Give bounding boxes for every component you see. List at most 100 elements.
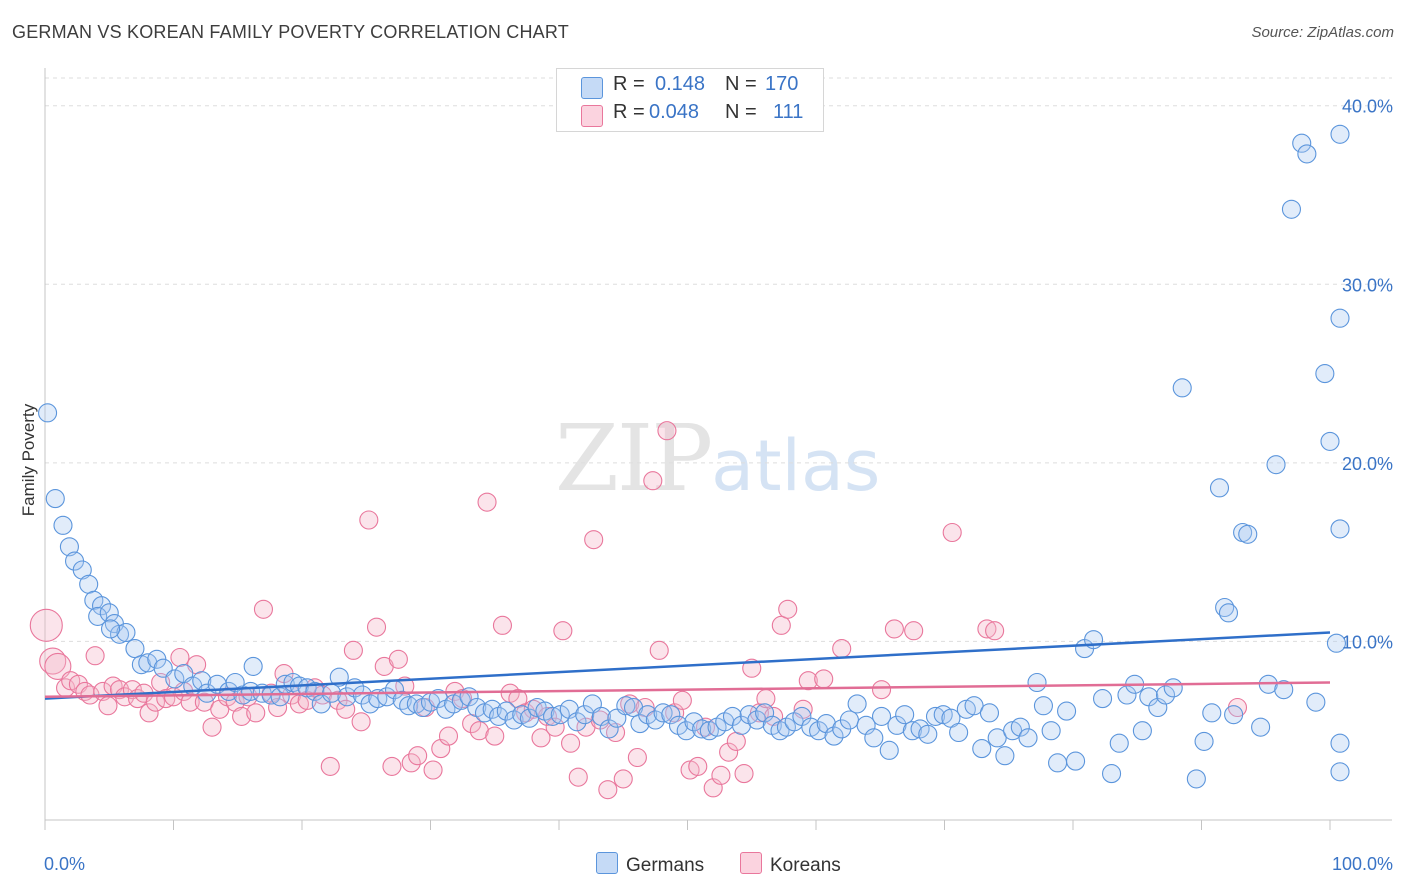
german-point [1172,378,1192,398]
korean-point [156,689,176,709]
korean-point [649,640,669,660]
koreans-trend-line [44,681,1331,699]
bottom-swatch-germans [596,852,618,874]
korean-point [977,619,997,639]
german-point [131,655,151,675]
german-point [1330,762,1350,782]
german-point [1292,133,1312,153]
korean-point [657,421,677,441]
german-point [1315,364,1335,384]
german-point [599,719,619,739]
chart-title: GERMAN VS KOREAN FAMILY POVERTY CORRELAT… [12,22,569,42]
korean-point [423,760,443,780]
german-point [1018,728,1038,748]
korean-point [492,615,513,635]
german-point [45,489,65,509]
korean-point [29,608,63,642]
korean-point [438,726,459,746]
korean-point [613,769,633,789]
german-point [1326,633,1346,653]
german-point [1041,721,1061,741]
german-point [1163,678,1183,698]
legend-r-value: 0.048 [649,101,700,123]
german-point [987,728,1007,748]
y-axis-label: Family Poverty [19,403,38,516]
legend-n-label: N = [725,73,757,95]
legend-r-value: 0.148 [655,73,706,95]
german-point [406,694,426,714]
korean-points [29,421,1248,800]
german-point [1066,751,1086,771]
korean-point [643,471,663,491]
axis-labels: 10.0% 20.0% 30.0% 40.0% 0.0% 100.0% Family Pov… [19,97,1393,874]
german-point [1027,672,1047,693]
korean-point [469,721,489,741]
german-point [567,712,587,732]
axes [44,68,1392,830]
korean-point [553,621,573,641]
bottom-label-koreans: Koreans [770,855,841,876]
german-point [653,703,673,723]
legend-n-value: 111 [773,101,804,123]
korean-point [253,599,274,619]
german-point [1132,721,1152,741]
legend-row-koreans: R = 0.048 N = 111 [557,101,823,129]
german-point [72,560,92,580]
bottom-swatch-koreans [740,852,762,874]
german-point [902,721,922,741]
legend-r-label: R = [613,73,645,95]
korean-point [561,733,581,753]
watermark-zip: ZIP [555,405,713,512]
korean-point [343,640,363,660]
korean-point [832,639,852,659]
korean-point [904,621,924,641]
korean-point [395,676,415,696]
german-point [1093,689,1113,709]
korean-point [942,522,962,543]
korean-point [246,703,266,723]
german-point [1320,431,1340,451]
y-tick-label: 20.0% [1342,454,1393,474]
german-point [1194,731,1214,751]
korean-point [139,703,159,723]
korean-point [711,765,731,785]
korean-point [584,530,604,550]
german-point [925,706,946,726]
german-point [88,606,108,626]
german-point [1048,753,1068,773]
korean-point [170,647,190,668]
korean-point [531,728,551,748]
korean-point [351,712,371,732]
german-point [1330,519,1350,539]
german-point [1057,701,1077,721]
german-point [1155,685,1176,705]
german-point [1330,733,1350,753]
german-point [1033,696,1053,716]
legend-swatch-koreans [581,105,603,127]
german-point [116,622,136,643]
korean-point [485,726,505,746]
german-point [979,703,1000,723]
german-point [1215,597,1235,618]
german-point [519,708,539,728]
german-point [329,667,349,687]
german-point [165,669,185,689]
german-point [1186,769,1206,789]
korean-point [202,717,222,737]
korean-point [719,742,739,762]
y-tick-label: 30.0% [1342,275,1393,295]
german-point [684,712,704,732]
german-point [871,706,892,726]
trend-lines [44,631,1331,700]
german-point [392,690,412,710]
german-point [964,696,984,716]
korean-point [44,652,72,680]
korean-point [232,706,252,726]
korean-point [734,764,754,784]
german-point [109,624,130,644]
german-point [1281,199,1301,219]
german-point [543,706,563,726]
german-point [1330,308,1350,328]
german-point [100,619,121,639]
